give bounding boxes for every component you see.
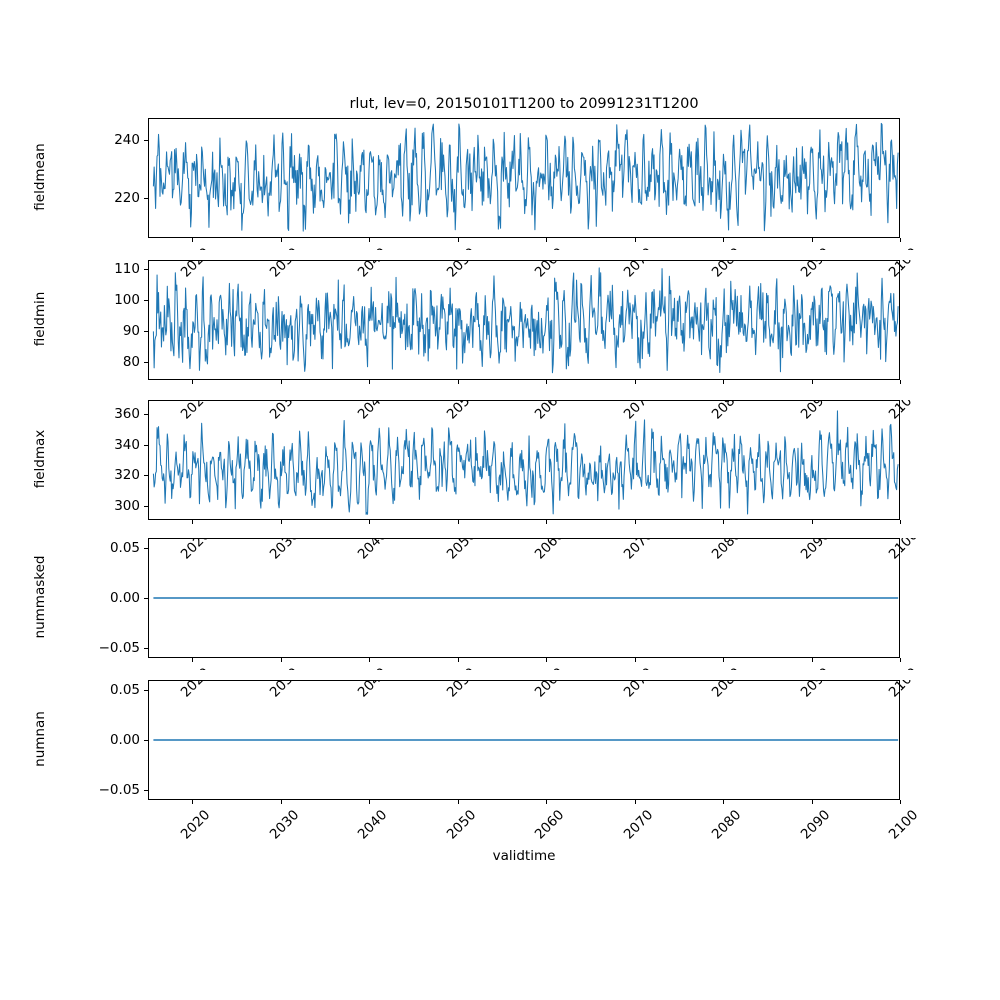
x-tickmark-fieldmin-3 [457,380,459,384]
x-tickmark-nummasked-1 [280,658,282,662]
x-tickmark-fieldmean-0 [192,238,194,242]
x-tickmark-fieldmean-8 [900,238,902,242]
y-tickmark-fieldmax-2 [144,444,148,446]
y-tickmark-fieldmin-1 [144,330,148,332]
y-tickmark-fieldmax-0 [144,506,148,508]
x-tickmark-fieldmin-4 [546,380,548,384]
x-tickmark-fieldmean-3 [457,238,459,242]
y-tickmark-fieldmax-1 [144,475,148,477]
panel-clip-mask-1 [0,250,1000,260]
series-canvas-fieldmin [149,261,899,379]
y-ticklabel-fieldmean-0: 220 [114,189,140,206]
y-ticklabel-numnan-2: 0.05 [109,682,140,698]
x-tickmark-nummasked-5 [634,658,636,662]
x-tickmark-fieldmean-1 [280,238,282,242]
x-tickmark-fieldmean-2 [369,238,371,242]
x-tickmark-fieldmax-2 [369,520,371,524]
series-canvas-fieldmean [149,119,899,237]
x-tickmark-fieldmax-3 [457,520,459,524]
x-tickmark-numnan-8 [900,800,902,804]
x-tickmark-fieldmax-8 [900,520,902,524]
panel-clip-mask-2 [0,390,1000,400]
series-canvas-nummasked [149,539,899,657]
y-tickmark-nummasked-0 [144,648,148,650]
x-tickmark-numnan-3 [457,800,459,804]
panel-clip-mask-4 [0,670,1000,680]
y-tickmark-numnan-0 [144,790,148,792]
y-ticklabel-fieldmax-2: 340 [114,436,140,453]
plot-panel-numnan [148,680,900,800]
y-ticklabel-fieldmax-0: 300 [114,498,140,515]
y-ticklabel-fieldmax-3: 360 [114,405,140,422]
y-ticklabel-nummasked-1: 0.00 [109,590,140,606]
x-tickmark-nummasked-7 [811,658,813,662]
x-tickmark-fieldmin-2 [369,380,371,384]
x-tickmark-nummasked-3 [457,658,459,662]
series-canvas-fieldmax [149,401,899,519]
x-tickmark-fieldmin-6 [723,380,725,384]
x-tickmark-numnan-5 [634,800,636,804]
y-tickmark-fieldmin-2 [144,300,148,302]
y-tickmark-fieldmean-1 [144,139,148,141]
x-tickmark-fieldmax-7 [811,520,813,524]
y-ticklabel-nummasked-2: 0.05 [109,540,140,556]
x-tickmark-fieldmean-6 [723,238,725,242]
y-tickmark-numnan-1 [144,740,148,742]
y-axis-label-fieldmean: fieldmean [32,143,48,211]
data-line-fieldmean [153,123,898,231]
y-tickmark-fieldmin-3 [144,269,148,271]
x-tickmark-numnan-6 [723,800,725,804]
y-ticklabel-fieldmin-3: 110 [114,261,140,278]
x-tickmark-numnan-4 [546,800,548,804]
x-tickmark-numnan-0 [192,800,194,804]
y-tickmark-fieldmin-0 [144,361,148,363]
x-tickmark-nummasked-6 [723,658,725,662]
x-tickmark-numnan-2 [369,800,371,804]
y-ticklabel-fieldmin-0: 80 [122,353,140,370]
x-tickmark-fieldmax-0 [192,520,194,524]
x-tickmark-fieldmin-8 [900,380,902,384]
y-ticklabel-nummasked-0: −0.05 [98,640,140,656]
y-ticklabel-fieldmin-2: 100 [114,292,140,308]
plot-panel-fieldmax [148,400,900,520]
x-axis-label: validtime [492,848,556,864]
figure-title: rlut, lev=0, 20150101T1200 to 20991231T1… [349,96,699,112]
plot-panel-fieldmean [148,118,900,238]
x-tickmark-fieldmean-4 [546,238,548,242]
x-tickmark-fieldmean-7 [811,238,813,242]
x-tickmark-fieldmax-6 [723,520,725,524]
y-ticklabel-fieldmax-1: 320 [114,467,140,484]
x-tickmark-nummasked-4 [546,658,548,662]
y-ticklabel-fieldmean-1: 240 [114,131,140,148]
panel-clip-mask-3 [0,528,1000,538]
x-tickmark-numnan-1 [280,800,282,804]
x-tickmark-fieldmean-5 [634,238,636,242]
y-ticklabel-numnan-1: 0.00 [109,732,140,748]
x-tickmark-numnan-7 [811,800,813,804]
plot-panel-nummasked [148,538,900,658]
y-tickmark-numnan-2 [144,690,148,692]
x-tickmark-fieldmin-7 [811,380,813,384]
y-tickmark-fieldmax-3 [144,413,148,415]
data-line-fieldmax [153,411,898,514]
plot-panel-fieldmin [148,260,900,380]
x-tickmark-nummasked-8 [900,658,902,662]
y-tickmark-fieldmean-0 [144,197,148,199]
y-tickmark-nummasked-2 [144,548,148,550]
x-tickmark-nummasked-0 [192,658,194,662]
data-line-fieldmin [153,268,898,373]
series-canvas-numnan [149,681,899,799]
y-ticklabel-fieldmin-1: 90 [122,322,140,339]
x-tickmark-fieldmin-0 [192,380,194,384]
x-tickmark-fieldmin-1 [280,380,282,384]
y-ticklabel-numnan-0: −0.05 [98,782,140,798]
x-tickmark-fieldmin-5 [634,380,636,384]
x-tickmark-nummasked-2 [369,658,371,662]
x-tickmark-fieldmax-1 [280,520,282,524]
y-tickmark-nummasked-1 [144,598,148,600]
x-tickmark-fieldmax-5 [634,520,636,524]
x-tickmark-fieldmax-4 [546,520,548,524]
